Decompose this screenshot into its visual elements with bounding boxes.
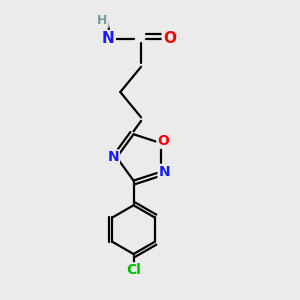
Text: O: O bbox=[157, 134, 169, 148]
Text: N: N bbox=[102, 31, 115, 46]
Text: O: O bbox=[163, 31, 176, 46]
Text: N: N bbox=[159, 165, 170, 179]
Text: H: H bbox=[97, 14, 108, 27]
Text: N: N bbox=[107, 150, 119, 164]
Text: Cl: Cl bbox=[126, 263, 141, 278]
